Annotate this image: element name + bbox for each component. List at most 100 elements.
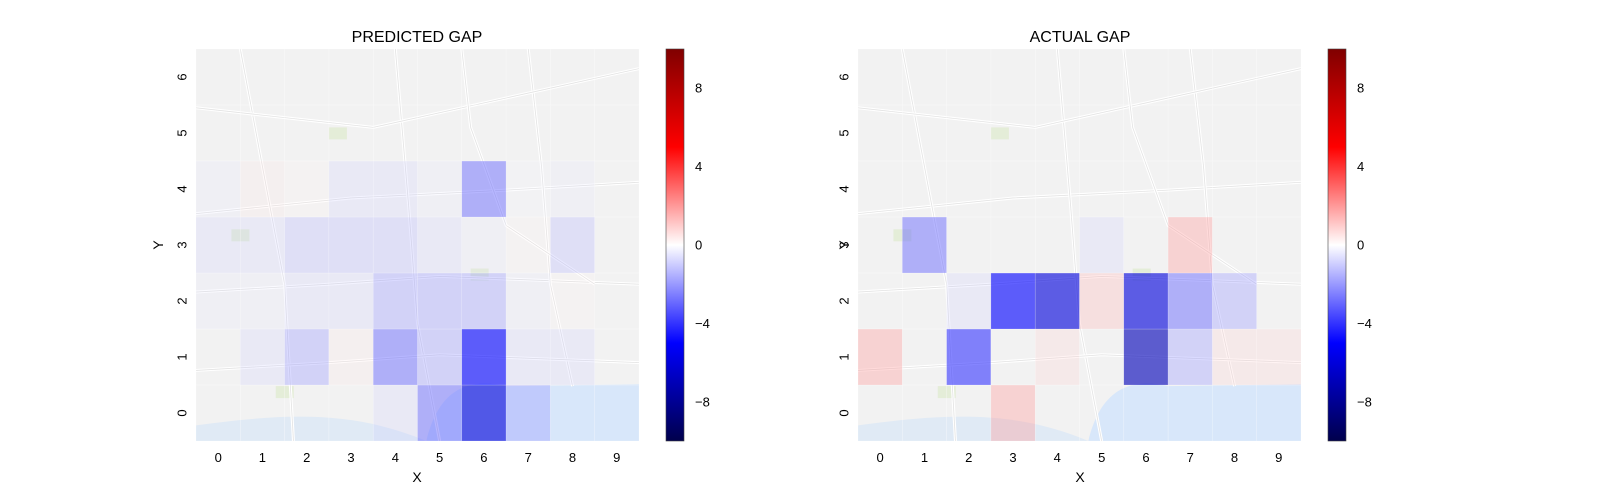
heatmap-cell [461,48,507,106]
heatmap-cell [1167,104,1213,162]
heatmap-cell [1212,104,1257,162]
heatmap-cell [902,104,947,162]
heatmap-cell [240,48,285,106]
heatmap-cell [857,48,903,106]
colorbar-tick-label: 4 [695,159,702,174]
heatmap-cell [505,160,551,218]
colorbar-tick-label: −4 [695,316,710,331]
heatmap-cell [372,216,418,274]
heatmap-cell [461,328,507,386]
chart-title: ACTUAL GAP [1030,29,1131,46]
heatmap-cell [1034,104,1080,162]
heatmap-cell [195,160,241,218]
x-tick-label: 5 [436,450,443,465]
heatmap-cell [902,328,947,386]
heatmap-cell [195,48,241,106]
heatmap-cell [594,384,640,442]
heatmap-cell [372,328,418,386]
heatmap-cell [1212,272,1257,330]
heatmap-cell [1256,48,1302,106]
heatmap-cell [461,272,507,330]
heatmap-cell [240,272,285,330]
heatmap-cell [550,272,595,330]
x-tick-label: 8 [1231,450,1238,465]
x-tick-label: 3 [1009,450,1016,465]
heatmap-cell [417,272,463,330]
y-tick-label: 0 [837,409,852,416]
x-tick-label: 8 [569,450,576,465]
x-axis-label: X [1075,469,1085,485]
heatmap-cell [240,384,285,442]
heatmap-cell [1212,216,1257,274]
heatmap-cell [1123,384,1169,442]
heatmap-cell [594,160,640,218]
heatmap-cell [902,384,947,442]
heatmap-cell [857,384,903,442]
heatmap-cell [1123,104,1169,162]
heatmap-cell [946,384,992,442]
heatmap-cell [1256,272,1302,330]
y-tick-label: 3 [837,241,852,248]
heatmap-cells [195,48,640,442]
heatmap-cell [594,48,640,106]
y-tick-label: 4 [837,185,852,192]
heatmap-cell [1034,48,1080,106]
heatmap-cell [990,328,1036,386]
heatmap-cell [990,104,1036,162]
colorbar-gradient [1327,48,1347,442]
heatmap-cell [417,48,463,106]
heatmap-cell [284,328,330,386]
x-tick-label: 1 [259,450,266,465]
heatmap-cell [946,48,992,106]
x-tick-label: 9 [613,450,620,465]
x-axis-label: X [412,469,422,485]
heatmap-cell [1167,328,1213,386]
heatmap-cell [1034,272,1080,330]
heatmap-cell [550,216,595,274]
heatmap-cell [1034,384,1080,442]
heatmap-cell [505,328,551,386]
heatmap-cell [284,272,330,330]
heatmap-cell [594,328,640,386]
heatmap-cell [461,104,507,162]
heatmap-cell [328,328,374,386]
y-tick-label: 5 [175,129,190,136]
heatmap-cell [328,104,374,162]
heatmap-cell [195,216,241,274]
actual-gap-panel: ACTUAL GAP 0 1 2 3 4 5 6 7 8 9 0 1 2 3 4 5 6 X Y [836,29,1302,485]
heatmap-cell [505,384,551,442]
heatmap-cell [594,216,640,274]
heatmap-cell [857,272,903,330]
heatmap-cell [461,384,507,442]
heatmap-cell [1079,272,1125,330]
heatmap-cell [1123,216,1169,274]
heatmap-cell [195,384,241,442]
heatmap-cell [1079,48,1125,106]
heatmap-cell [1167,160,1213,218]
colorbar-tick-label: −8 [695,394,710,409]
heatmap-cell [372,160,418,218]
heatmap-cell [505,272,551,330]
heatmap-cell [857,216,903,274]
heatmap-cell [505,104,551,162]
colorbar-tick-label: 8 [695,81,702,96]
heatmap-cell [946,328,992,386]
colorbar-tick-label: 8 [1357,81,1364,96]
y-tick-label: 1 [837,353,852,360]
x-tick-label: 1 [921,450,928,465]
colorbar: 8 4 0 −4 −8 [1327,48,1372,442]
heatmap-cell [505,48,551,106]
heatmap-cell [195,328,241,386]
heatmap-cell [328,48,374,106]
colorbar-gradient [665,48,685,442]
heatmap-cell [417,104,463,162]
y-tick-label: 5 [837,129,852,136]
heatmap-cell [902,216,947,274]
x-tick-label: 2 [965,450,972,465]
heatmap-cell [550,384,595,442]
y-tick-label: 2 [175,297,190,304]
heatmap-cell [328,384,374,442]
x-tick-label: 0 [876,450,883,465]
heatmap-cell [1034,216,1080,274]
